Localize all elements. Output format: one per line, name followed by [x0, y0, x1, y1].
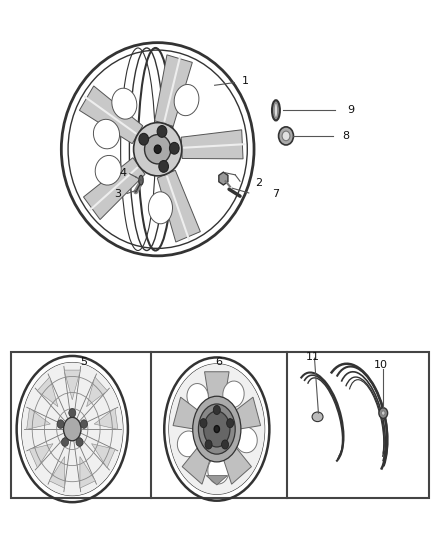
Ellipse shape	[274, 103, 278, 118]
Ellipse shape	[134, 123, 182, 176]
Polygon shape	[80, 457, 95, 488]
Ellipse shape	[204, 411, 230, 447]
Circle shape	[57, 420, 64, 429]
Ellipse shape	[214, 425, 219, 433]
Ellipse shape	[200, 418, 207, 427]
Circle shape	[379, 408, 388, 418]
Ellipse shape	[223, 381, 244, 408]
Polygon shape	[92, 443, 115, 468]
Text: 10: 10	[374, 360, 388, 370]
Polygon shape	[206, 475, 227, 485]
Circle shape	[282, 131, 290, 141]
Text: 2: 2	[255, 178, 262, 188]
Ellipse shape	[95, 156, 121, 185]
Ellipse shape	[139, 175, 143, 185]
Circle shape	[157, 126, 167, 138]
Polygon shape	[64, 370, 81, 400]
Polygon shape	[79, 86, 143, 144]
Polygon shape	[87, 377, 107, 407]
Text: 3: 3	[114, 189, 121, 199]
Ellipse shape	[198, 404, 235, 454]
Text: 7: 7	[272, 189, 279, 199]
Ellipse shape	[148, 192, 173, 224]
Circle shape	[139, 133, 148, 145]
Polygon shape	[37, 377, 58, 407]
Polygon shape	[235, 397, 261, 429]
Polygon shape	[94, 408, 118, 430]
Ellipse shape	[193, 396, 241, 462]
Ellipse shape	[112, 88, 137, 119]
Ellipse shape	[177, 431, 199, 457]
Polygon shape	[49, 457, 65, 488]
Polygon shape	[182, 448, 210, 484]
Ellipse shape	[64, 417, 81, 441]
Polygon shape	[84, 158, 145, 220]
Ellipse shape	[145, 134, 171, 164]
Ellipse shape	[174, 84, 199, 116]
Ellipse shape	[235, 427, 257, 453]
Text: 4: 4	[119, 168, 126, 177]
Circle shape	[381, 411, 385, 415]
Ellipse shape	[272, 100, 280, 120]
Bar	[11, 352, 429, 498]
Polygon shape	[173, 397, 198, 429]
Circle shape	[159, 160, 169, 172]
Ellipse shape	[226, 418, 233, 427]
Circle shape	[81, 420, 88, 429]
Ellipse shape	[21, 362, 123, 496]
Circle shape	[154, 145, 161, 154]
Text: 6: 6	[215, 358, 223, 367]
Ellipse shape	[312, 412, 323, 422]
Polygon shape	[219, 172, 228, 185]
Text: 8: 8	[343, 131, 350, 141]
Ellipse shape	[187, 384, 208, 410]
Text: 5: 5	[81, 358, 88, 367]
Circle shape	[76, 438, 83, 446]
Polygon shape	[205, 372, 229, 399]
Text: 11: 11	[306, 352, 320, 362]
Ellipse shape	[93, 119, 120, 149]
Circle shape	[69, 409, 76, 417]
Polygon shape	[155, 55, 192, 126]
Polygon shape	[181, 130, 243, 159]
Ellipse shape	[169, 364, 265, 494]
Polygon shape	[223, 448, 251, 484]
Text: 1: 1	[242, 76, 249, 86]
Ellipse shape	[205, 440, 212, 449]
Circle shape	[170, 142, 179, 154]
Ellipse shape	[208, 457, 229, 484]
Ellipse shape	[222, 440, 229, 449]
Polygon shape	[29, 443, 53, 468]
Polygon shape	[157, 171, 200, 242]
Text: 9: 9	[347, 106, 354, 115]
Ellipse shape	[213, 406, 220, 415]
Circle shape	[62, 438, 69, 446]
Circle shape	[279, 127, 293, 145]
Polygon shape	[27, 408, 50, 430]
